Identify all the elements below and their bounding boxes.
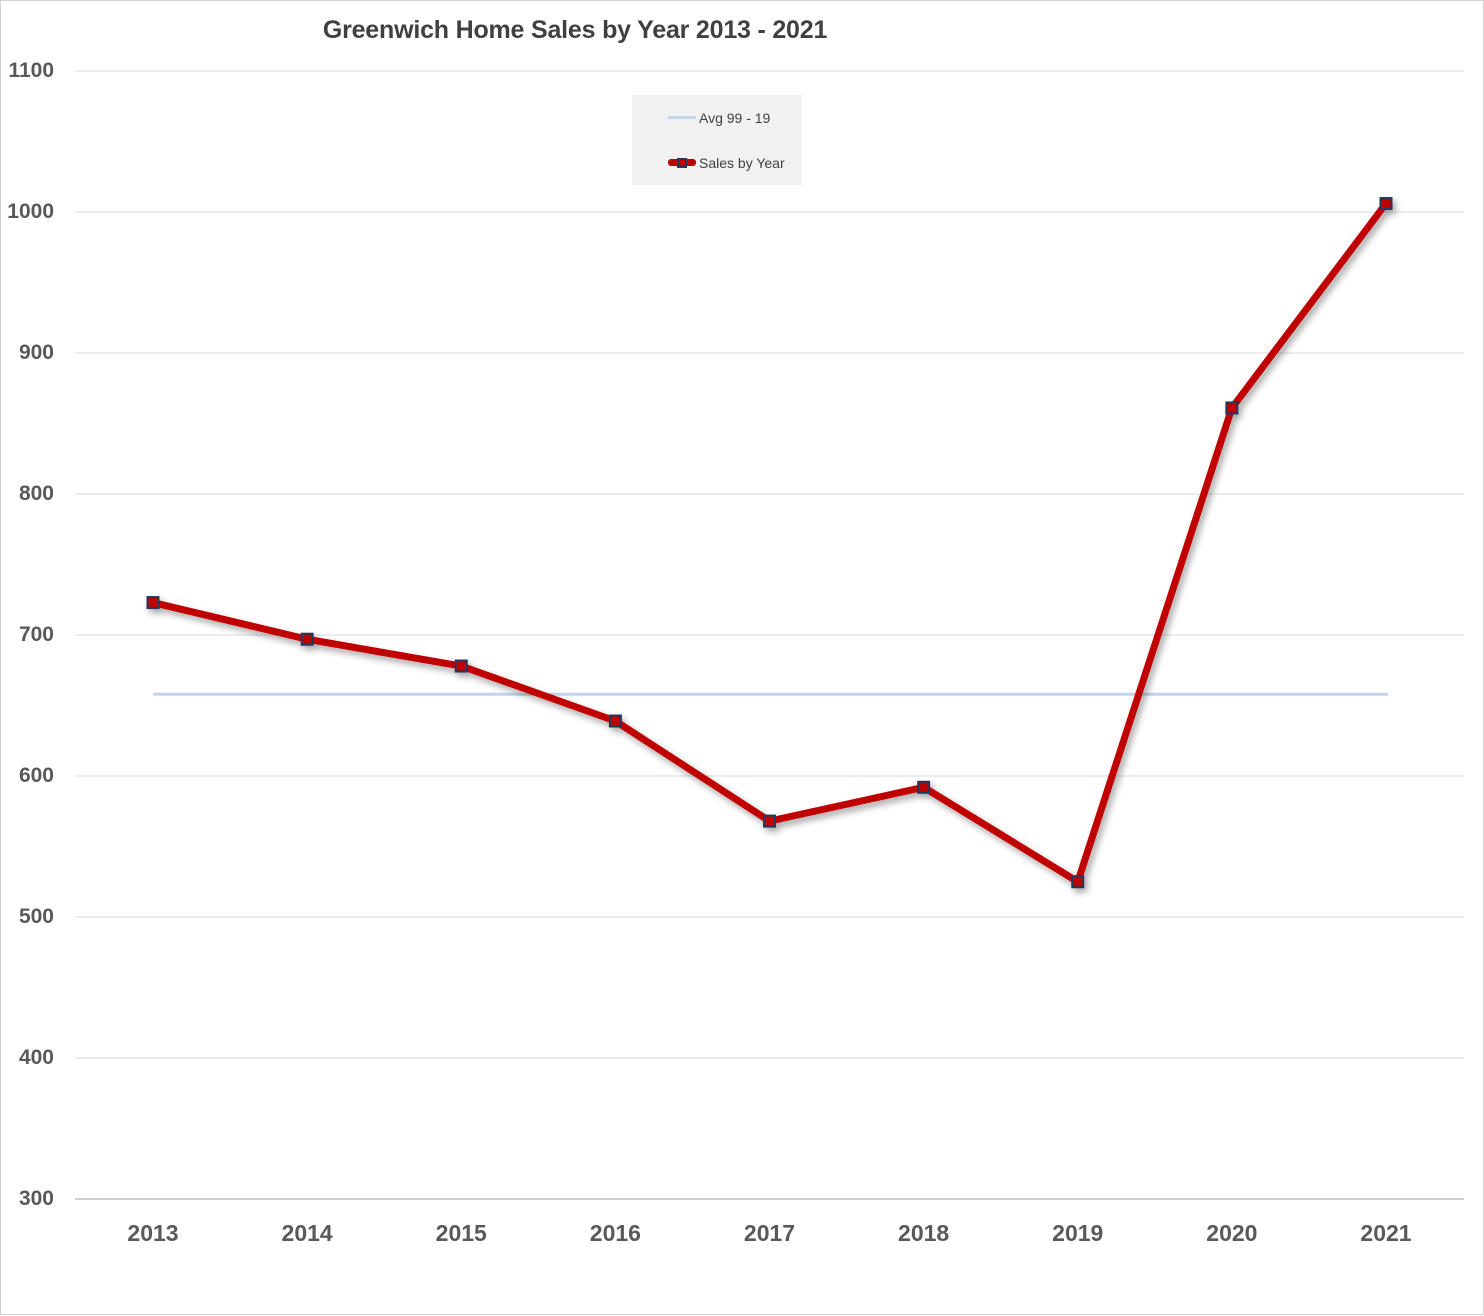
data-point-marker-2021	[1379, 197, 1393, 211]
legend-item-avg: Avg 99 - 19	[668, 110, 802, 126]
y-tick-label-900: 900	[18, 341, 54, 364]
x-tick-label-2021: 2021	[1360, 1220, 1412, 1246]
data-point-marker-2018	[917, 780, 931, 794]
y-tick-label-1100: 1100	[8, 59, 54, 82]
sales-line-swatch-icon	[668, 157, 696, 168]
sales-marker-swatch-icon	[677, 157, 687, 168]
data-point-marker-2020	[1225, 401, 1239, 415]
chart-title: Greenwich Home Sales by Year 2013 - 2021	[322, 16, 828, 44]
x-tick-label-2015: 2015	[435, 1220, 487, 1246]
avg-line-swatch-icon	[668, 116, 696, 119]
x-tick-label-2016: 2016	[589, 1220, 641, 1246]
y-tick-label-700: 700	[18, 623, 54, 646]
data-point-marker-2019	[1071, 875, 1085, 889]
legend-label-sales: Sales by Year	[699, 154, 785, 171]
x-tick-label-2017: 2017	[743, 1220, 796, 1246]
legend-label-avg: Avg 99 - 19	[699, 109, 771, 126]
x-tick-label-2019: 2019	[1052, 1220, 1104, 1246]
data-point-marker-2014	[300, 632, 314, 646]
sales-line	[149, 200, 1390, 886]
y-tick-label-400: 400	[18, 1046, 54, 1069]
x-tick-label-2014: 2014	[281, 1220, 333, 1246]
x-tick-label-2013: 2013	[127, 1220, 179, 1246]
x-tick-label-2018: 2018	[898, 1220, 950, 1246]
data-point-marker-2015	[454, 659, 468, 673]
data-point-marker-2013	[146, 596, 160, 610]
legend-item-sales: Sales by Year	[668, 155, 802, 171]
y-tick-label-600: 600	[18, 764, 54, 787]
y-tick-label-300: 300	[18, 1187, 54, 1210]
data-point-marker-2016	[608, 714, 622, 728]
y-tick-label-1000: 1000	[7, 200, 54, 223]
sales-series	[146, 197, 1393, 889]
x-tick-label-2020: 2020	[1206, 1220, 1258, 1246]
legend: Avg 99 - 19 Sales by Year	[632, 95, 802, 185]
y-tick-label-800: 800	[18, 482, 54, 505]
data-point-marker-2017	[763, 814, 776, 828]
y-tick-label-500: 500	[18, 905, 54, 928]
